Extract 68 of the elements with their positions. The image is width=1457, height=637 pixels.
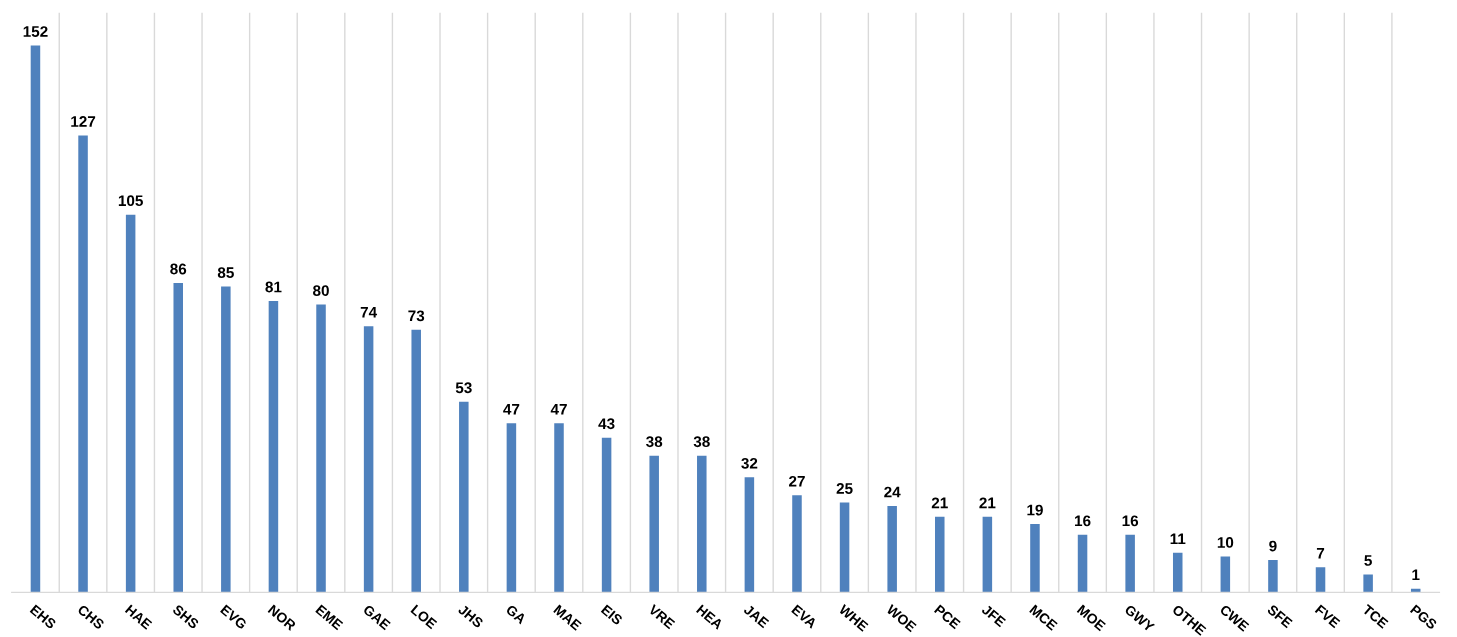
bar: [1125, 534, 1135, 593]
data-label: 38: [646, 436, 663, 448]
x-tick-label: FVE: [1314, 604, 1341, 629]
data-label: 21: [979, 497, 996, 509]
data-label: 24: [884, 486, 901, 498]
bar: [601, 437, 612, 593]
bar: [697, 455, 707, 593]
data-label: 11: [1170, 533, 1186, 545]
data-label: 152: [23, 26, 48, 37]
bar: [839, 502, 850, 593]
bar: [30, 45, 41, 593]
x-tick-label: JFE: [980, 604, 1007, 628]
bar: [506, 423, 517, 593]
bar: [173, 283, 183, 593]
bar: [363, 326, 374, 593]
data-label: 74: [360, 306, 378, 318]
data-label: 86: [170, 263, 187, 275]
bar: [935, 516, 945, 593]
data-label: 105: [118, 195, 143, 207]
data-label: 73: [408, 310, 425, 322]
bar: [1220, 556, 1231, 593]
data-label: 16: [1122, 515, 1139, 527]
bar: [982, 516, 993, 593]
data-label: 10: [1217, 537, 1234, 548]
bar: [459, 401, 469, 593]
bar: [649, 455, 659, 593]
data-label: 32: [741, 457, 758, 469]
x-tick-label: JAE: [742, 604, 770, 629]
data-label: 81: [265, 281, 282, 293]
data-label: 5: [1364, 555, 1372, 566]
bar: [411, 329, 421, 593]
bar: [78, 135, 88, 593]
data-label: 16: [1075, 515, 1091, 527]
data-label: 27: [789, 475, 805, 487]
bar: [554, 423, 564, 593]
bar: [1315, 567, 1326, 593]
data-label: 7: [1316, 547, 1325, 559]
data-label: 47: [550, 404, 567, 415]
x-tick-label: GA: [505, 604, 527, 625]
bar: [744, 477, 755, 593]
bar: [268, 300, 279, 593]
data-label: 19: [1027, 504, 1043, 516]
x-tick-label: EIS: [600, 604, 624, 626]
data-label: 53: [455, 382, 472, 394]
data-label: 1: [1412, 569, 1420, 581]
x-tick-label: SFE: [1266, 604, 1293, 629]
bar: [887, 506, 897, 593]
bar: [1363, 574, 1373, 593]
bar: [221, 286, 231, 593]
data-label: 25: [836, 483, 853, 494]
data-label: 80: [313, 285, 329, 297]
bar: [125, 214, 136, 593]
bar: [1268, 560, 1278, 593]
data-label: 21: [931, 497, 948, 509]
data-label: 47: [503, 404, 520, 415]
x-tick-label: JHS: [457, 603, 484, 629]
data-label: 127: [71, 116, 96, 127]
bar: [1030, 524, 1040, 593]
x-tick-label: SHS: [171, 604, 200, 630]
data-label: 43: [598, 418, 615, 430]
data-label: 9: [1269, 540, 1277, 552]
bar: [792, 495, 802, 593]
bar: [316, 304, 326, 593]
bar: [1172, 552, 1183, 593]
x-tick-label: CHS: [76, 604, 105, 630]
data-label: 38: [693, 436, 710, 448]
data-label: 85: [217, 267, 234, 279]
bar: [1077, 534, 1088, 593]
